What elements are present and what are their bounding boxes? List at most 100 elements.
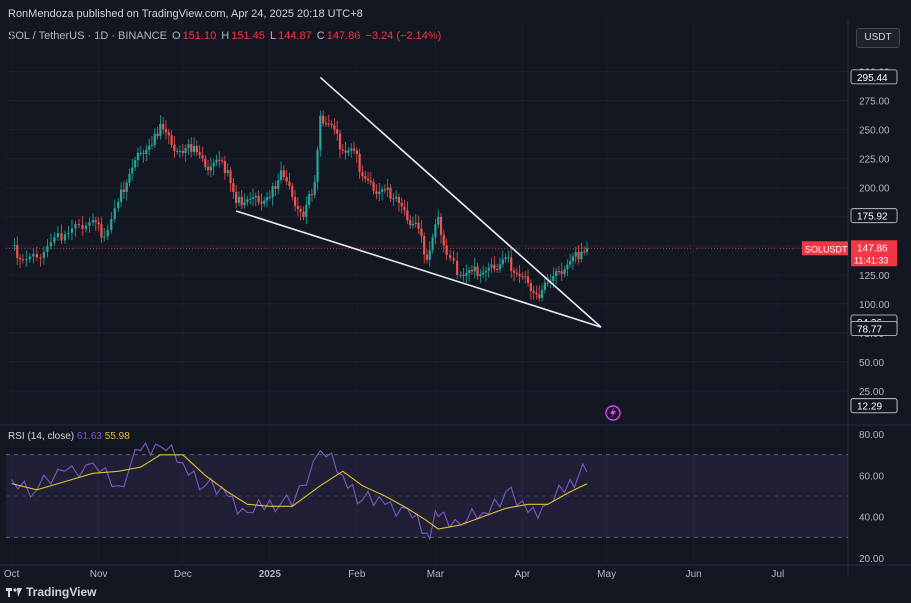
candle xyxy=(560,271,563,274)
candle xyxy=(39,257,42,259)
symbol-tag: SOLUSDT xyxy=(805,244,848,254)
price-tick-label: 250.00 xyxy=(859,126,890,137)
price-tick-label: 150.00 xyxy=(859,242,890,253)
candle xyxy=(507,257,510,259)
candle xyxy=(139,152,142,154)
price-label: 12.29 xyxy=(857,402,882,413)
candle xyxy=(383,189,386,191)
candle xyxy=(142,152,145,155)
last-price-box xyxy=(851,240,897,267)
candle xyxy=(327,123,330,125)
open-label: O xyxy=(172,30,181,42)
candle xyxy=(60,233,63,241)
candle xyxy=(94,220,97,223)
candle xyxy=(484,270,488,273)
candle xyxy=(496,269,499,271)
time-tick-label: Jul xyxy=(771,569,784,580)
candle xyxy=(28,256,31,260)
candle xyxy=(313,181,316,195)
candle xyxy=(268,197,271,199)
rsi-tick-label: 40.00 xyxy=(859,513,884,524)
open-value: 151.10 xyxy=(182,30,217,42)
price-tick-label: 75.00 xyxy=(859,329,884,340)
candle xyxy=(487,267,490,271)
time-tick-label: Nov xyxy=(90,569,108,580)
candle xyxy=(518,273,521,276)
candle xyxy=(84,225,88,229)
candle xyxy=(336,129,339,134)
candle xyxy=(167,132,170,136)
candle xyxy=(465,273,468,277)
change-value: −3.24 (−2.14%) xyxy=(365,30,442,42)
candle xyxy=(397,197,401,203)
candle xyxy=(35,253,38,258)
candle xyxy=(406,210,409,221)
candle xyxy=(355,150,358,154)
close-label: C xyxy=(316,30,325,42)
candle xyxy=(322,115,325,124)
candle xyxy=(459,274,462,276)
candle xyxy=(417,222,420,229)
candle xyxy=(392,198,395,200)
candle xyxy=(53,237,56,243)
candle xyxy=(532,290,535,293)
candle xyxy=(571,256,575,261)
candle xyxy=(291,186,294,198)
candle xyxy=(21,259,24,261)
candle xyxy=(195,145,198,153)
candle xyxy=(546,282,549,284)
candle xyxy=(170,135,173,145)
candle xyxy=(439,216,443,235)
candle xyxy=(190,144,193,152)
candle xyxy=(442,234,445,246)
candle xyxy=(117,201,120,209)
candle xyxy=(254,195,257,198)
candle xyxy=(493,264,496,270)
candle xyxy=(310,194,314,196)
time-tick-label: Oct xyxy=(4,569,20,580)
candle xyxy=(403,206,406,211)
candle xyxy=(380,189,384,192)
candle xyxy=(420,228,423,236)
candle xyxy=(462,274,465,277)
close-value: 147.86 xyxy=(326,30,361,42)
candle xyxy=(468,270,471,274)
price-label-box xyxy=(850,398,898,414)
candle xyxy=(293,197,297,207)
candle xyxy=(187,144,190,149)
price-label: 175.92 xyxy=(857,212,888,223)
symbol-info-row: SOL / TetherUS · 1D · BINANCE O 151.10 H 1… xyxy=(8,30,443,42)
time-tick-label: Mar xyxy=(427,569,445,580)
candle xyxy=(299,208,302,212)
candle xyxy=(473,266,476,272)
candle xyxy=(434,224,437,238)
candle xyxy=(372,182,375,192)
candle xyxy=(288,181,291,187)
candle xyxy=(223,160,227,173)
candle xyxy=(106,229,109,237)
candle xyxy=(341,149,344,151)
candle xyxy=(350,148,353,151)
candle xyxy=(490,264,493,268)
price-tick-label: 200.00 xyxy=(859,184,890,195)
rsi-band xyxy=(6,454,848,538)
candle xyxy=(515,272,518,274)
rsi-ma-value: 55.98 xyxy=(104,431,130,442)
candle xyxy=(150,144,154,146)
candle xyxy=(215,159,218,163)
candle xyxy=(395,197,398,199)
candle xyxy=(192,145,196,152)
currency-button[interactable]: USDT xyxy=(856,28,900,48)
candle xyxy=(274,186,277,189)
lightning-icon[interactable] xyxy=(605,405,621,421)
symbol-title[interactable]: SOL / TetherUS · 1D · BINANCE xyxy=(8,30,167,42)
rsi-value: 61.63 xyxy=(76,431,102,442)
candle xyxy=(316,149,319,182)
candle xyxy=(428,250,431,260)
candle xyxy=(423,235,426,255)
candle xyxy=(347,150,350,153)
candle xyxy=(32,253,35,257)
high-label: H xyxy=(221,30,230,42)
candle xyxy=(338,133,342,150)
